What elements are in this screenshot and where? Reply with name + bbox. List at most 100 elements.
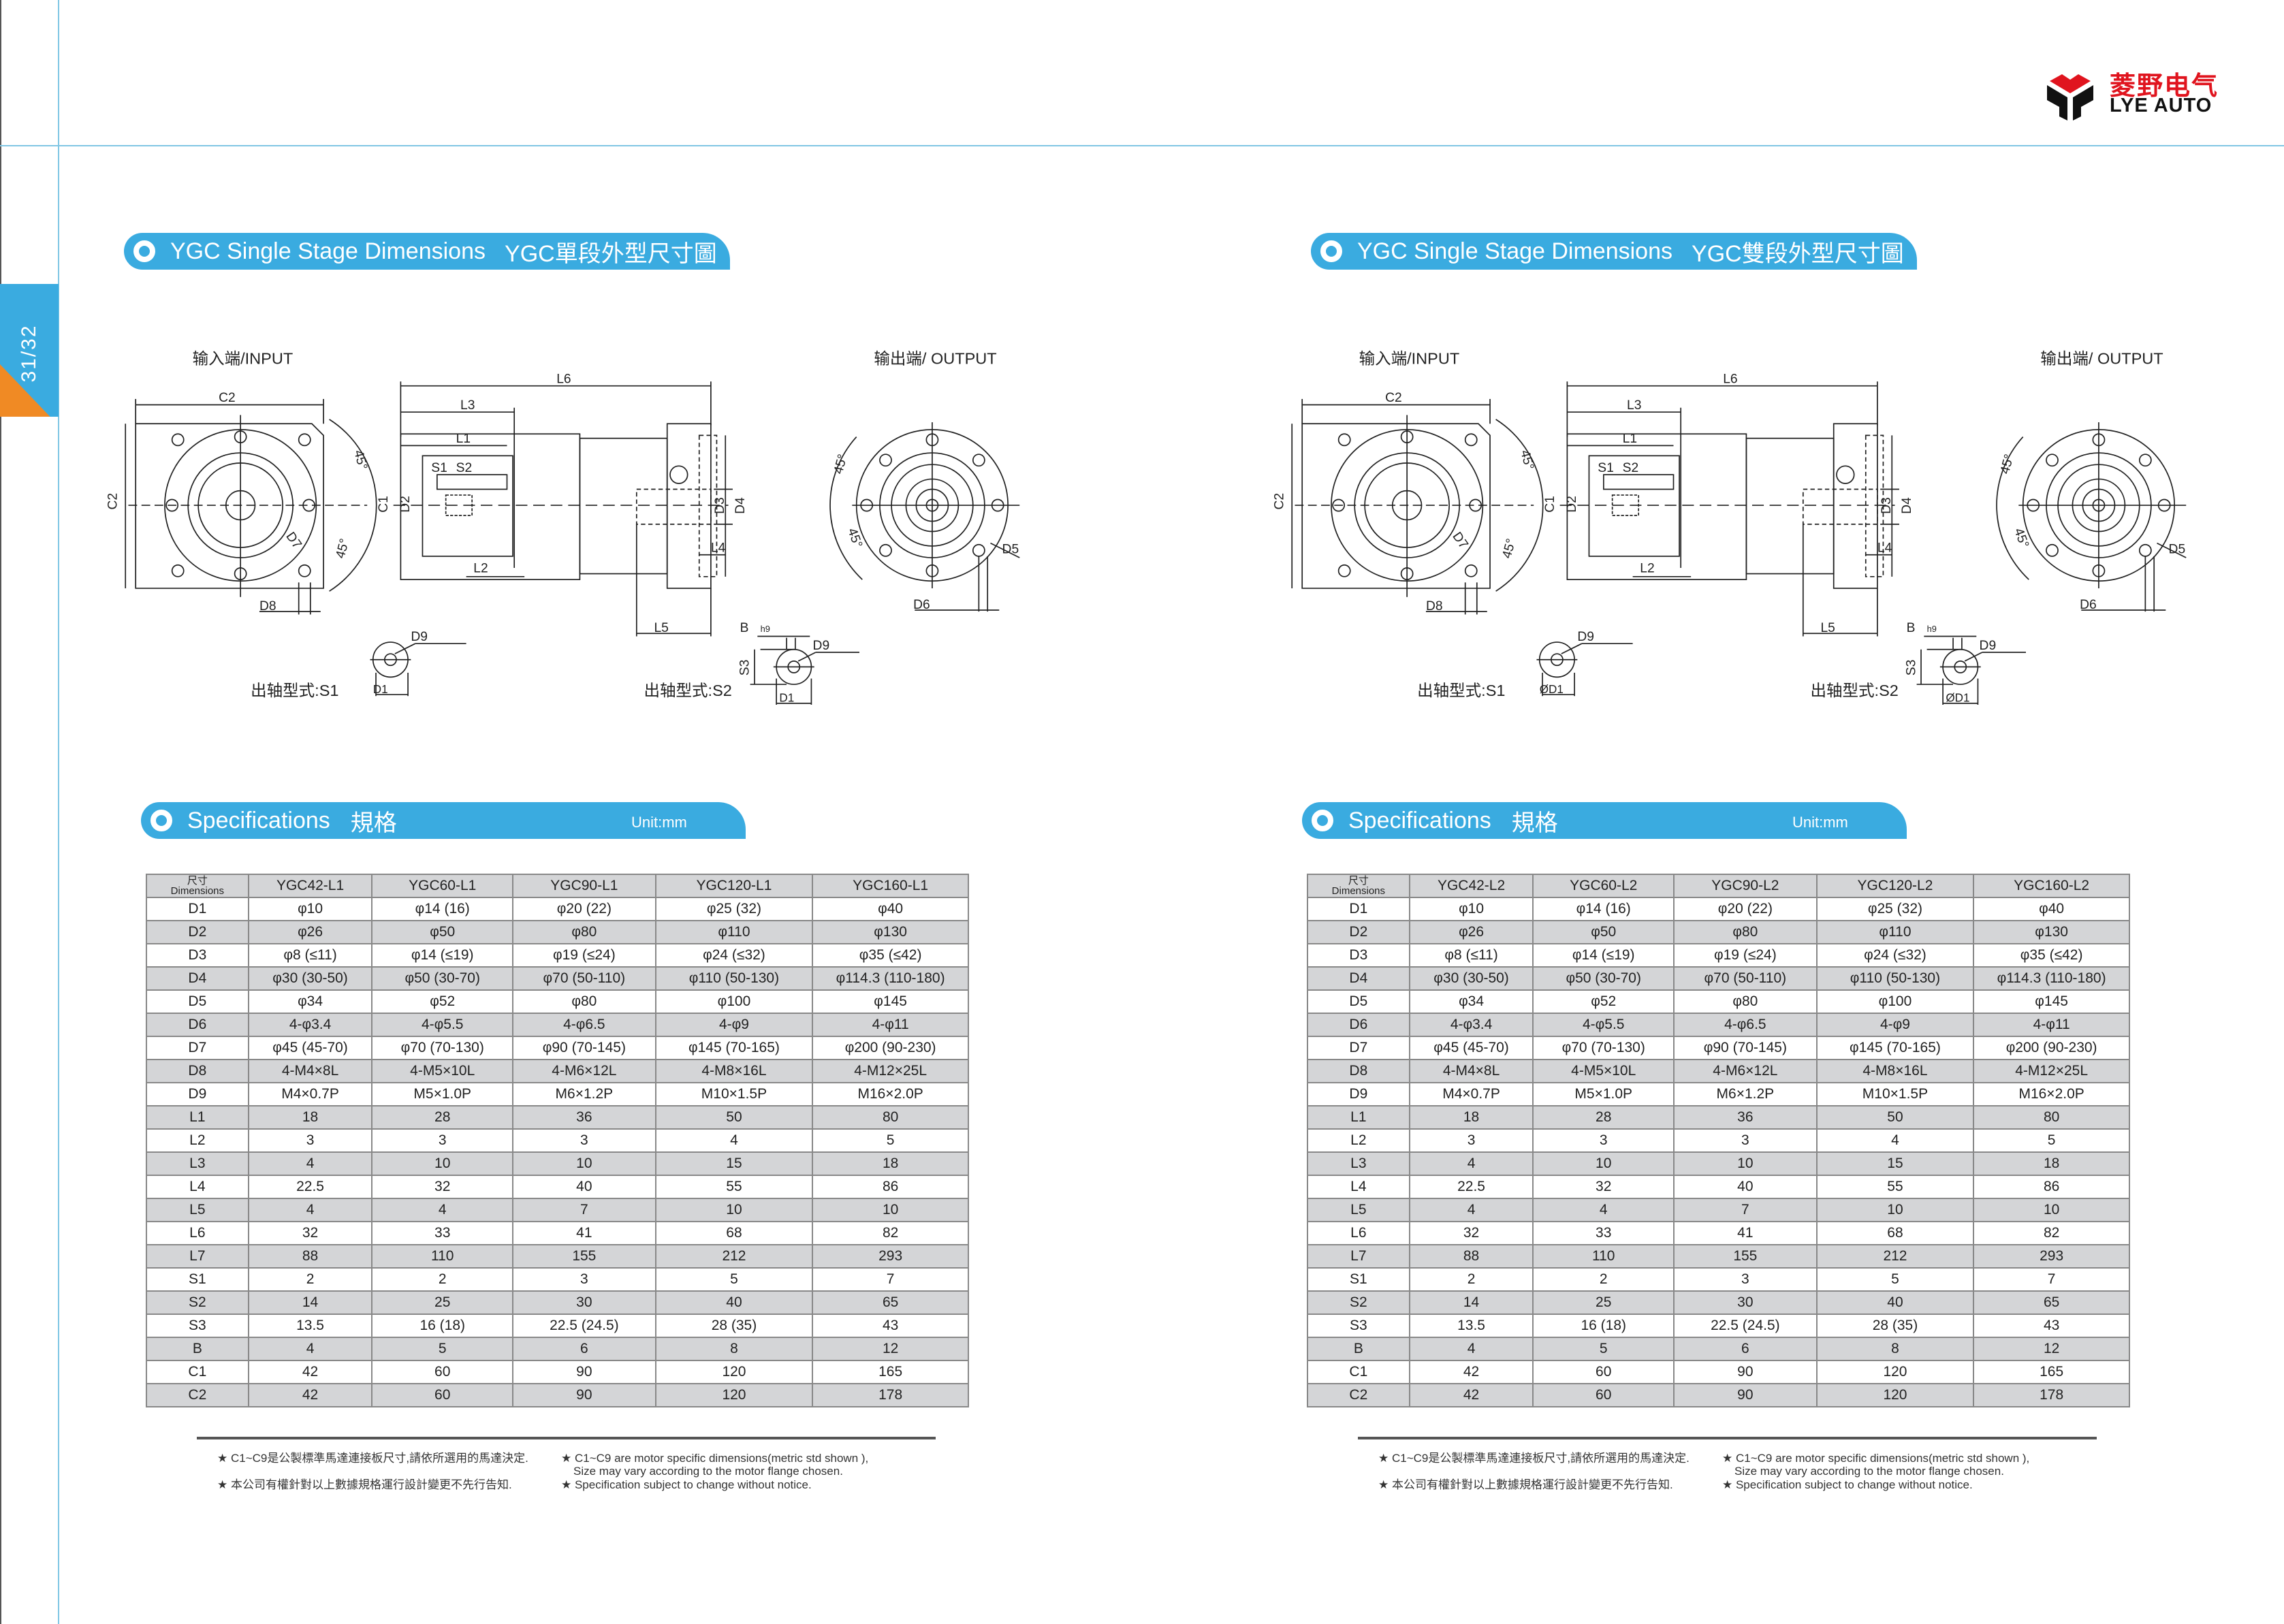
label-d8: D8 — [259, 599, 276, 614]
table-cell: φ35 (≤42) — [1973, 943, 2130, 968]
table-cell: 7 — [1673, 1198, 1818, 1222]
row-label: B — [1307, 1337, 1410, 1361]
table-row: C2 42 60 90 120 178 — [1307, 1383, 2130, 1407]
label-45-deg: 45° — [351, 449, 370, 472]
table-cell: φ30 (30-50) — [247, 966, 373, 991]
table-cell: 25 — [1532, 1290, 1675, 1315]
shaft-s2-detail — [750, 635, 859, 705]
table-cell: 4-M4×8L — [1408, 1059, 1534, 1083]
label-45-deg-output: 45° — [831, 453, 851, 476]
table-cell: φ14 (≤19) — [371, 943, 514, 968]
row-label: D2 — [1307, 920, 1410, 944]
table-cell: φ145 (70-165) — [654, 1036, 814, 1060]
specifications-section-header: Specifications 規格 Unit:mm — [141, 802, 746, 839]
table-cell: M5×1.0P — [1532, 1082, 1675, 1106]
table-cell: φ20 (22) — [1673, 897, 1818, 921]
row-label: L1 — [146, 1105, 249, 1130]
label-d6: D6 — [913, 598, 930, 612]
table-cell: φ45 (45-70) — [1408, 1036, 1534, 1060]
table-row: D6 4-φ3.4 4-φ5.5 4-φ6.5 4-φ9 4-φ11 — [1307, 1013, 2130, 1037]
label-l6: L6 — [1723, 372, 1737, 386]
logo-mark-icon — [2047, 74, 2093, 121]
table-cell: φ50 (30-70) — [371, 966, 514, 991]
table-cell: 5 — [1815, 1267, 1975, 1292]
label-d5: D5 — [2169, 543, 2186, 557]
table-cell: 110 — [1532, 1244, 1675, 1269]
dimensions-header-en: Dimensions — [170, 885, 225, 897]
table-cell: 86 — [812, 1175, 969, 1199]
header-rule — [0, 145, 2284, 146]
table-cell: 42 — [247, 1360, 373, 1384]
table-cell: 4-M6×12L — [1673, 1059, 1818, 1083]
row-label: L2 — [1307, 1128, 1410, 1153]
table-cell: 42 — [1408, 1360, 1534, 1384]
table-cell: 10 — [1973, 1198, 2130, 1222]
table-cell: φ45 (45-70) — [247, 1036, 373, 1060]
table-cell: 41 — [1673, 1221, 1818, 1245]
dimensions-title-cn: YGC單段外型尺寸圖 — [505, 240, 717, 267]
table-cell: 60 — [371, 1360, 514, 1384]
footnote-en-1-cont: Size may vary according to the motor fla… — [1734, 1465, 2004, 1478]
table-cell: φ19 (≤24) — [512, 943, 656, 968]
table-cell: φ40 — [812, 897, 969, 921]
row-label: C1 — [146, 1360, 249, 1384]
table-cell: 18 — [247, 1105, 373, 1130]
label-l4: L4 — [1877, 541, 1892, 555]
table-cell: M10×1.5P — [1815, 1082, 1975, 1106]
table-cell: 120 — [654, 1383, 814, 1407]
table-cell: 4-M4×8L — [247, 1059, 373, 1083]
label-d9-s1: D9 — [411, 630, 428, 644]
table-cell: 28 (35) — [654, 1313, 814, 1338]
table-cell: 68 — [1815, 1221, 1975, 1245]
table-cell: 4-φ5.5 — [1532, 1013, 1675, 1037]
table-cell: 4-φ3.4 — [247, 1013, 373, 1037]
column-header: YGC90-L2 — [1673, 874, 1818, 898]
row-label: C2 — [146, 1383, 249, 1407]
table-cell: φ130 — [812, 920, 969, 944]
table-cell: 3 — [512, 1128, 656, 1153]
table-cell: 6 — [512, 1337, 656, 1361]
table-cell: 14 — [1408, 1290, 1534, 1315]
footnote-divider — [197, 1437, 936, 1439]
table-row: D9 M4×0.7P M5×1.0P M6×1.2P M10×1.5P M16×2.0P — [146, 1082, 969, 1106]
table-cell: 3 — [512, 1267, 656, 1292]
table-row: D5 φ34 φ52 φ80 φ100 φ145 — [146, 989, 969, 1014]
row-label: L7 — [1307, 1244, 1410, 1269]
table-row: C2 42 60 90 120 178 — [146, 1383, 969, 1407]
table-cell: φ26 — [247, 920, 373, 944]
table-cell: 18 — [1408, 1105, 1534, 1130]
table-row: L4 22.5 32 40 55 86 — [146, 1175, 969, 1199]
row-label: D6 — [146, 1013, 249, 1037]
table-cell: 3 — [1673, 1128, 1818, 1153]
s1-caption: 出轴型式:S1 — [1417, 682, 1505, 699]
table-cell: 30 — [1673, 1290, 1818, 1315]
table-cell: 5 — [371, 1337, 514, 1361]
table-cell: 10 — [512, 1151, 656, 1176]
label-d1-s1: ØD1 — [1540, 683, 1564, 696]
table-cell: φ80 — [512, 989, 656, 1014]
table-cell: 43 — [812, 1313, 969, 1338]
dimensions-title-cn: YGC雙段外型尺寸圖 — [1692, 240, 1904, 267]
table-row: C1 42 60 90 120 165 — [1307, 1360, 2130, 1384]
dimensions-section-header: YGC Single Stage Dimensions YGC單段外型尺寸圖 — [124, 233, 730, 270]
row-label: S2 — [1307, 1290, 1410, 1315]
table-cell: 4-M5×10L — [371, 1059, 514, 1083]
table-row: D1 φ10 φ14 (16) φ20 (22) φ25 (32) φ40 — [1307, 897, 2130, 921]
footnote-en-1: ★ C1~C9 are motor specific dimensions(me… — [1722, 1452, 2030, 1465]
table-cell: 28 (35) — [1815, 1313, 1975, 1338]
column-header: YGC60-L2 — [1532, 874, 1675, 898]
shaft-s1-detail — [370, 641, 466, 697]
row-label: D4 — [1307, 966, 1410, 991]
table-row: D2 φ26 φ50 φ80 φ110 φ130 — [1307, 920, 2130, 944]
table-cell: φ25 (32) — [1815, 897, 1975, 921]
table-cell: 33 — [371, 1221, 514, 1245]
table-cell: 13.5 — [1408, 1313, 1534, 1338]
label-c2-vertical: C2 — [1272, 493, 1286, 510]
label-d1-s2: ØD1 — [1946, 692, 1969, 705]
table-cell: 2 — [247, 1267, 373, 1292]
logo-text-en: LYE AUTO — [2110, 95, 2212, 116]
table-cell: 120 — [1815, 1360, 1975, 1384]
table-cell: φ114.3 (110-180) — [812, 966, 969, 991]
table-cell: 50 — [1815, 1105, 1975, 1130]
logo-text-cn: 菱野电气 — [2110, 71, 2219, 101]
